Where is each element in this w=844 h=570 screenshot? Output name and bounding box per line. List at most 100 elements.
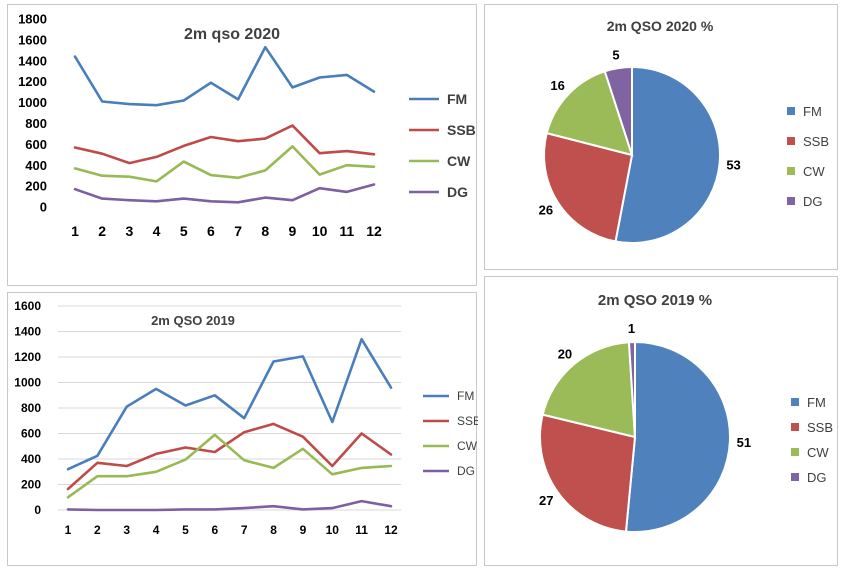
chart-panel-2019-lines: 0 200 400 600 800 1000 1200 1400 1600 1 2 3 4 5 6 7 8 9 10… [7,292,478,566]
x-tick-label: 11 [339,223,354,239]
legend-swatch-ssb [791,423,799,431]
chart-title: 2m qso 2020 [184,26,280,43]
data-label-ssb: 26 [539,203,553,218]
data-label-fm: 53 [726,158,740,173]
legend-label-dg: DG [457,464,475,478]
x-tick-label: 10 [312,223,328,239]
y-tick-label: 400 [21,452,41,466]
legend-label-ssb: SSB [447,122,476,138]
series-line-cw [73,145,376,183]
legend-label-cw: CW [803,164,825,179]
y-tick-label: 1800 [18,12,47,27]
legend-swatch-cw [787,167,795,175]
chart-2020-pie-svg: 53 26 16 5 2m QSO 2020 % FM SSB CW DG [539,18,829,244]
y-tick-label: 600 [25,137,47,152]
x-tick-label: 8 [261,223,269,239]
y-tick-label: 1400 [14,325,41,339]
x-tick-label: 3 [123,523,130,537]
data-label-fm: 51 [737,435,751,450]
pie-slice-cw [541,341,637,439]
legend-swatch-ssb [787,137,795,145]
y-tick-label: 800 [25,116,47,131]
legend-label-ssb: SSB [457,414,478,428]
series-line-fm [66,337,393,471]
y-tick-label: 200 [21,478,41,492]
legend-label-ssb: SSB [803,134,829,149]
legend-label-cw: CW [807,445,829,460]
pie-slice-ssb [539,413,637,533]
x-tick-label: 5 [182,523,189,537]
x-tick-label: 7 [241,523,248,537]
chart-panel-2019-pie: 51 27 20 1 2m QSO 2019 % FM SSB CW DG [484,276,838,566]
x-tick-label: 7 [234,223,242,239]
legend-label-dg: DG [803,194,823,209]
x-tick-label: 9 [289,223,297,239]
y-tick-label: 1000 [14,376,41,390]
x-tick-label: 4 [153,223,161,239]
series-line-dg [73,183,376,204]
legend-swatch-dg [791,473,799,481]
x-tick-label: 12 [366,223,382,239]
x-tick-label: 1 [71,223,79,239]
series-line-dg [66,499,393,512]
y-tick-label: 1000 [18,95,47,110]
pie-slice-dg [603,65,633,156]
x-tick-label: 1 [65,523,72,537]
legend-label-ssb: SSB [807,420,833,435]
legend-label-fm: FM [807,395,826,410]
data-label-ssb: 27 [539,493,553,508]
y-tick-label: 1200 [18,74,47,89]
y-tick-label: 400 [25,158,47,173]
legend-label-fm: FM [803,104,822,119]
legend-swatch-fm [791,398,799,406]
legend-label-dg: DG [447,184,468,200]
legend-label-fm: FM [457,389,474,403]
x-tick-label: 2 [94,523,101,537]
data-label-dg: 5 [612,47,619,62]
series-line-fm [73,45,376,107]
chart-2019-pie-svg: 51 27 20 1 2m QSO 2019 % FM SSB CW DG [539,292,833,533]
x-tick-label: 5 [180,223,188,239]
x-tick-label: 12 [384,523,398,537]
legend-label-fm: FM [447,91,467,107]
x-tick-label: 8 [270,523,277,537]
chart-panel-2020-pie: 53 26 16 5 2m QSO 2020 % FM SSB CW DG [484,4,838,270]
y-tick-label: 1400 [18,53,47,68]
y-tick-label: 600 [21,427,41,441]
y-tick-label: 1600 [14,299,41,313]
y-tick-label: 1200 [14,350,41,364]
legend-swatch-dg [787,197,795,205]
x-tick-label: 9 [300,523,307,537]
series-line-ssb [73,124,376,165]
pie-slice-fm [614,65,722,244]
data-label-dg: 1 [628,321,635,336]
x-tick-label: 3 [125,223,133,239]
legend-swatch-cw [791,448,799,456]
x-tick-label: 2 [98,223,106,239]
y-tick-label: 800 [21,401,41,415]
chart-title: 2m QSO 2019 [151,313,235,328]
pie-slice-fm [624,340,731,533]
data-label-cw: 20 [558,347,572,362]
legend-swatch-fm [787,107,795,115]
pie-slice-ssb [542,131,634,243]
x-tick-label: 4 [153,523,160,537]
legend-label-cw: CW [447,153,471,169]
legend-label-cw: CW [457,439,478,453]
x-tick-label: 11 [355,523,368,537]
data-label-cw: 16 [550,78,564,93]
x-tick-label: 10 [326,523,340,537]
legend-label-dg: DG [807,470,827,485]
x-tick-label: 6 [211,523,218,537]
series-line-cw [66,433,393,499]
chart-title: 2m QSO 2020 % [607,18,714,34]
pie-slice-dg [627,340,636,438]
chart-panel-2020-lines: 0 200 400 600 800 1000 1200 1400 1600 1800 1 2 3 4 5 6 7… [7,4,477,286]
x-tick-label: 6 [207,223,215,239]
chart-title: 2m QSO 2019 % [598,292,712,309]
y-tick-label: 0 [40,200,47,215]
y-tick-label: 1600 [18,32,47,47]
y-tick-label: 0 [34,503,41,517]
